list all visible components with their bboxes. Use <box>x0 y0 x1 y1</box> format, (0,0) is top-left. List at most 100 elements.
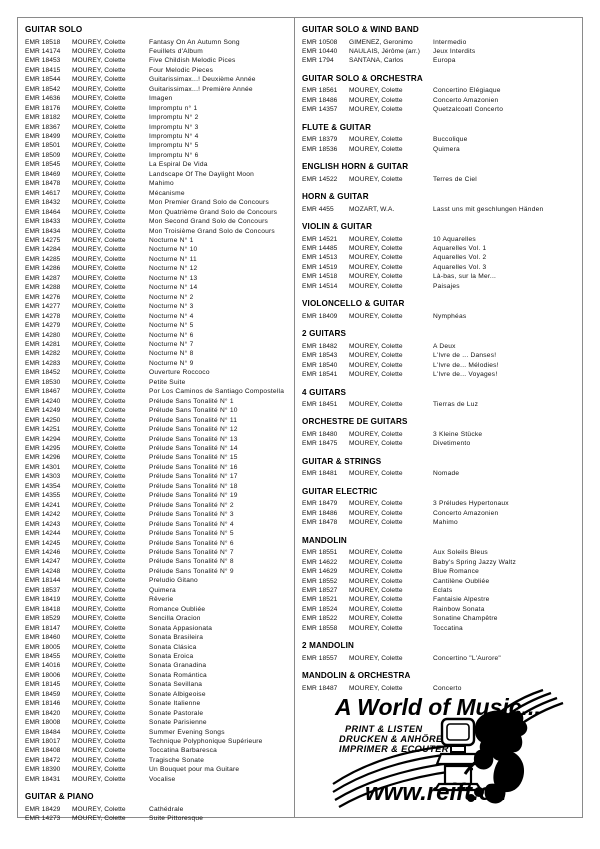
catalog-row[interactable]: EMR 18543 MOUREY, Colette L'Ivre de ... Da… <box>302 351 577 360</box>
catalog-row[interactable]: EMR 14174 MOUREY, Colette Feuillets d'Albu… <box>25 47 289 56</box>
catalog-row[interactable]: EMR 18182 MOUREY, Colette Impromptu N° 2 <box>25 113 289 122</box>
catalog-row[interactable]: EMR 14248 MOUREY, Colette Prélude Sans Ton… <box>25 567 289 576</box>
catalog-row[interactable]: EMR 18527 MOUREY, Colette Eclats <box>302 586 577 595</box>
catalog-row[interactable]: EMR 18561 MOUREY, Colette Concertino Elégi… <box>302 86 577 95</box>
catalog-row[interactable]: EMR 14251 MOUREY, Colette Prélude Sans Ton… <box>25 425 289 434</box>
catalog-row[interactable]: EMR 14276 MOUREY, Colette Nocturne N° 2 <box>25 293 289 302</box>
catalog-row[interactable]: EMR 14282 MOUREY, Colette Nocturne N° 8 <box>25 349 289 358</box>
catalog-row[interactable]: EMR 18486 MOUREY, Colette Concerto Amazoni… <box>302 96 577 105</box>
catalog-row[interactable]: EMR 18415 MOUREY, Colette Four Melodic Pie… <box>25 66 289 75</box>
catalog-row[interactable]: EMR 4455 MOZART, W.A. Lasst uns mit geschl… <box>302 205 577 214</box>
catalog-row[interactable]: EMR 14285 MOUREY, Colette Nocturne N° 11 <box>25 255 289 264</box>
catalog-row[interactable]: EMR 18530 MOUREY, Colette Petite Suite <box>25 378 289 387</box>
catalog-row[interactable]: EMR 14294 MOUREY, Colette Prélude Sans Ton… <box>25 435 289 444</box>
catalog-row[interactable]: EMR 18409 MOUREY, Colette Nymphéas <box>302 312 577 321</box>
catalog-row[interactable]: EMR 18536 MOUREY, Colette Quimera <box>302 145 577 154</box>
catalog-row[interactable]: EMR 14245 MOUREY, Colette Prélude Sans Ton… <box>25 539 289 548</box>
catalog-row[interactable]: EMR 14357 MOUREY, Colette Quetzalcoatl Con… <box>302 105 577 114</box>
catalog-row[interactable]: EMR 18541 MOUREY, Colette L'Ivre de... Voy… <box>302 370 577 379</box>
catalog-row[interactable]: EMR 18145 MOUREY, Colette Sonata Sevillana <box>25 680 289 689</box>
catalog-row[interactable]: EMR 14016 MOUREY, Colette Sonata Granadina <box>25 661 289 670</box>
catalog-row[interactable]: EMR 14241 MOUREY, Colette Prélude Sans Ton… <box>25 501 289 510</box>
catalog-row[interactable]: EMR 18486 MOUREY, Colette Concerto Amazoni… <box>302 509 577 518</box>
catalog-row[interactable]: EMR 14519 MOUREY, Colette Aquarelles Vol. … <box>302 263 577 272</box>
catalog-row[interactable]: EMR 18434 MOUREY, Colette Mon Troisième Gr… <box>25 227 289 236</box>
catalog-row[interactable]: EMR 14355 MOUREY, Colette Prélude Sans Ton… <box>25 491 289 500</box>
catalog-row[interactable]: EMR 14521 MOUREY, Colette 10 Aquarelles <box>302 235 577 244</box>
catalog-row[interactable]: EMR 14485 MOUREY, Colette Aquarelles Vol. … <box>302 244 577 253</box>
catalog-row[interactable]: EMR 18459 MOUREY, Colette Sonate Albigeois… <box>25 690 289 699</box>
catalog-row[interactable]: EMR 14629 MOUREY, Colette Blue Romance <box>302 567 577 576</box>
catalog-row[interactable]: EMR 14246 MOUREY, Colette Prélude Sans Ton… <box>25 548 289 557</box>
catalog-row[interactable]: EMR 14279 MOUREY, Colette Nocturne N° 5 <box>25 321 289 330</box>
catalog-row[interactable]: EMR 18379 MOUREY, Colette Buccolique <box>302 135 577 144</box>
catalog-row[interactable]: EMR 14622 MOUREY, Colette Baby's Spring Ja… <box>302 558 577 567</box>
catalog-row[interactable]: EMR 18521 MOUREY, Colette Fantaisie Alpest… <box>302 595 577 604</box>
catalog-row[interactable]: EMR 18429 MOUREY, Colette Cathédrale <box>25 805 289 814</box>
catalog-row[interactable]: EMR 18558 MOUREY, Colette Toccatina <box>302 624 577 633</box>
catalog-row[interactable]: EMR 10440 NAULAIS, Jérôme (arr.) Jeux Inte… <box>302 47 577 56</box>
catalog-row[interactable]: EMR 1794 SANTANA, Carlos Europa <box>302 56 577 65</box>
catalog-row[interactable]: EMR 18481 MOUREY, Colette Nomade <box>302 469 577 478</box>
catalog-row[interactable]: EMR 18460 MOUREY, Colette Sonata Brasileir… <box>25 633 289 642</box>
catalog-row[interactable]: EMR 18518 MOUREY, Colette Fantasy On An Au… <box>25 38 289 47</box>
catalog-row[interactable]: EMR 14636 MOUREY, Colette Imagen <box>25 94 289 103</box>
catalog-row[interactable]: EMR 18529 MOUREY, Colette Sencilla Oracion <box>25 614 289 623</box>
catalog-row[interactable]: EMR 18540 MOUREY, Colette L'Ivre de... Mél… <box>302 361 577 370</box>
catalog-row[interactable]: EMR 14296 MOUREY, Colette Prélude Sans Ton… <box>25 453 289 462</box>
catalog-row[interactable]: EMR 18008 MOUREY, Colette Sonate Parisienn… <box>25 718 289 727</box>
catalog-row[interactable]: EMR 14513 MOUREY, Colette Aquarelles Vol. … <box>302 253 577 262</box>
catalog-row[interactable]: EMR 14286 MOUREY, Colette Nocturne N° 12 <box>25 264 289 273</box>
catalog-row[interactable]: EMR 14301 MOUREY, Colette Prélude Sans Ton… <box>25 463 289 472</box>
catalog-row[interactable]: EMR 18467 MOUREY, Colette Por Los Caminos … <box>25 387 289 396</box>
catalog-row[interactable]: EMR 18420 MOUREY, Colette Sonate Pastorale <box>25 709 289 718</box>
catalog-row[interactable]: EMR 18499 MOUREY, Colette Impromptu N° 4 <box>25 132 289 141</box>
catalog-row[interactable]: EMR 14277 MOUREY, Colette Nocturne N° 3 <box>25 302 289 311</box>
catalog-row[interactable]: EMR 18464 MOUREY, Colette Mon Quatrième Gr… <box>25 208 289 217</box>
catalog-row[interactable]: EMR 14284 MOUREY, Colette Nocturne N° 10 <box>25 245 289 254</box>
catalog-row[interactable]: EMR 18537 MOUREY, Colette Quimera <box>25 586 289 595</box>
catalog-row[interactable]: EMR 14303 MOUREY, Colette Prélude Sans Ton… <box>25 472 289 481</box>
catalog-row[interactable]: EMR 14242 MOUREY, Colette Prélude Sans Ton… <box>25 510 289 519</box>
catalog-row[interactable]: EMR 18455 MOUREY, Colette Sonata Eroica <box>25 652 289 661</box>
catalog-row[interactable]: EMR 18545 MOUREY, Colette La Espiral De Vi… <box>25 160 289 169</box>
catalog-row[interactable]: EMR 14249 MOUREY, Colette Prélude Sans Ton… <box>25 406 289 415</box>
catalog-row[interactable]: EMR 18522 MOUREY, Colette Sonatine Champêt… <box>302 614 577 623</box>
catalog-row[interactable]: EMR 18408 MOUREY, Colette Toccatina Barbar… <box>25 746 289 755</box>
catalog-row[interactable]: EMR 14518 MOUREY, Colette Là-bas, sur la M… <box>302 272 577 281</box>
catalog-row[interactable]: EMR 10508 GIMENEZ, Geronimo Intermedio <box>302 38 577 47</box>
catalog-row[interactable]: EMR 14244 MOUREY, Colette Prélude Sans Ton… <box>25 529 289 538</box>
catalog-row[interactable]: EMR 18551 MOUREY, Colette Aux Soleils Bleu… <box>302 548 577 557</box>
catalog-row[interactable]: EMR 18453 MOUREY, Colette Five Childish Me… <box>25 56 289 65</box>
catalog-row[interactable]: EMR 14243 MOUREY, Colette Prélude Sans Ton… <box>25 520 289 529</box>
catalog-row[interactable]: EMR 18367 MOUREY, Colette Impromptu N° 3 <box>25 123 289 132</box>
catalog-row[interactable]: EMR 18542 MOUREY, Colette Guitarissimax...… <box>25 85 289 94</box>
catalog-row[interactable]: EMR 18480 MOUREY, Colette 3 Kleine Stücke <box>302 430 577 439</box>
catalog-row[interactable]: EMR 18005 MOUREY, Colette Sonata Clásica <box>25 643 289 652</box>
catalog-row[interactable]: EMR 14522 MOUREY, Colette Terres de Ciel <box>302 175 577 184</box>
catalog-row[interactable]: EMR 14275 MOUREY, Colette Nocturne N° 1 <box>25 236 289 245</box>
catalog-row[interactable]: EMR 14514 MOUREY, Colette Paisajes <box>302 282 577 291</box>
catalog-row[interactable]: EMR 18472 MOUREY, Colette Tragische Sonate <box>25 756 289 765</box>
catalog-row[interactable]: EMR 18484 MOUREY, Colette Summer Evening S… <box>25 728 289 737</box>
catalog-row[interactable]: EMR 18487 MOUREY, Colette Concerto <box>302 684 577 693</box>
catalog-row[interactable]: EMR 18390 MOUREY, Colette Un Bouquet pour … <box>25 765 289 774</box>
catalog-row[interactable]: EMR 18469 MOUREY, Colette Landscape Of The… <box>25 170 289 179</box>
catalog-row[interactable]: EMR 18176 MOUREY, Colette Impromptu n° 1 <box>25 104 289 113</box>
catalog-row[interactable]: EMR 14280 MOUREY, Colette Nocturne N° 6 <box>25 331 289 340</box>
catalog-row[interactable]: EMR 18501 MOUREY, Colette Impromptu N° 5 <box>25 141 289 150</box>
catalog-row[interactable]: EMR 18544 MOUREY, Colette Guitarissimax...… <box>25 75 289 84</box>
catalog-row[interactable]: EMR 14295 MOUREY, Colette Prélude Sans Ton… <box>25 444 289 453</box>
catalog-row[interactable]: EMR 18433 MOUREY, Colette Mon Second Grand… <box>25 217 289 226</box>
catalog-row[interactable]: EMR 14250 MOUREY, Colette Prélude Sans Ton… <box>25 416 289 425</box>
reift-logo[interactable]: A World of Music... PRINT & LISTEN DRUCK… <box>329 688 573 811</box>
catalog-row[interactable]: EMR 18419 MOUREY, Colette Rêverie <box>25 595 289 604</box>
catalog-row[interactable]: EMR 18478 MOUREY, Colette Mahimo <box>302 518 577 527</box>
catalog-row[interactable]: EMR 18479 MOUREY, Colette 3 Préludes Hyper… <box>302 499 577 508</box>
catalog-row[interactable]: EMR 18418 MOUREY, Colette Romance Oubliée <box>25 605 289 614</box>
catalog-row[interactable]: EMR 18509 MOUREY, Colette Impromptu N° 6 <box>25 151 289 160</box>
catalog-row[interactable]: EMR 18475 MOUREY, Colette Divetimento <box>302 439 577 448</box>
catalog-row[interactable]: EMR 14281 MOUREY, Colette Nocturne N° 7 <box>25 340 289 349</box>
catalog-row[interactable]: EMR 14278 MOUREY, Colette Nocturne N° 4 <box>25 312 289 321</box>
catalog-row[interactable]: EMR 18482 MOUREY, Colette A Deux <box>302 342 577 351</box>
